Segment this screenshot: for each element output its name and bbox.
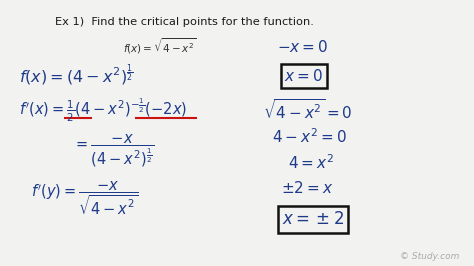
Text: $4 - x^2 = 0$: $4 - x^2 = 0$: [272, 128, 346, 146]
Text: Ex 1)  Find the critical points for the function.: Ex 1) Find the critical points for the f…: [55, 17, 313, 27]
Text: $f(x) = (4 - x^2)^{\frac{1}{2}}$: $f(x) = (4 - x^2)^{\frac{1}{2}}$: [19, 63, 133, 88]
Text: $-x = 0$: $-x = 0$: [277, 39, 328, 55]
Text: © Study.com: © Study.com: [401, 252, 460, 261]
Text: $\pm 2 = x$: $\pm 2 = x$: [281, 180, 333, 196]
Text: $\sqrt{4 - x^2} = 0$: $\sqrt{4 - x^2} = 0$: [263, 98, 353, 122]
Text: $f'(y) = \dfrac{-x}{\sqrt{4 - x^2}}$: $f'(y) = \dfrac{-x}{\sqrt{4 - x^2}}$: [31, 180, 138, 217]
Text: $f(x) = \sqrt{4 - x^2}$: $f(x) = \sqrt{4 - x^2}$: [123, 37, 197, 56]
Text: $x = \pm 2$: $x = \pm 2$: [282, 210, 344, 228]
Text: $x = 0$: $x = 0$: [284, 68, 323, 84]
Text: $f'(x) = \frac{1}{2}(4 - x^2)^{-\frac{1}{2}}(-2x)$: $f'(x) = \frac{1}{2}(4 - x^2)^{-\frac{1}…: [19, 97, 187, 124]
Text: $4 = x^2$: $4 = x^2$: [288, 153, 334, 172]
Text: $= \dfrac{-x}{(4 - x^2)^{\frac{1}{2}}}$: $= \dfrac{-x}{(4 - x^2)^{\frac{1}{2}}}$: [73, 132, 155, 169]
